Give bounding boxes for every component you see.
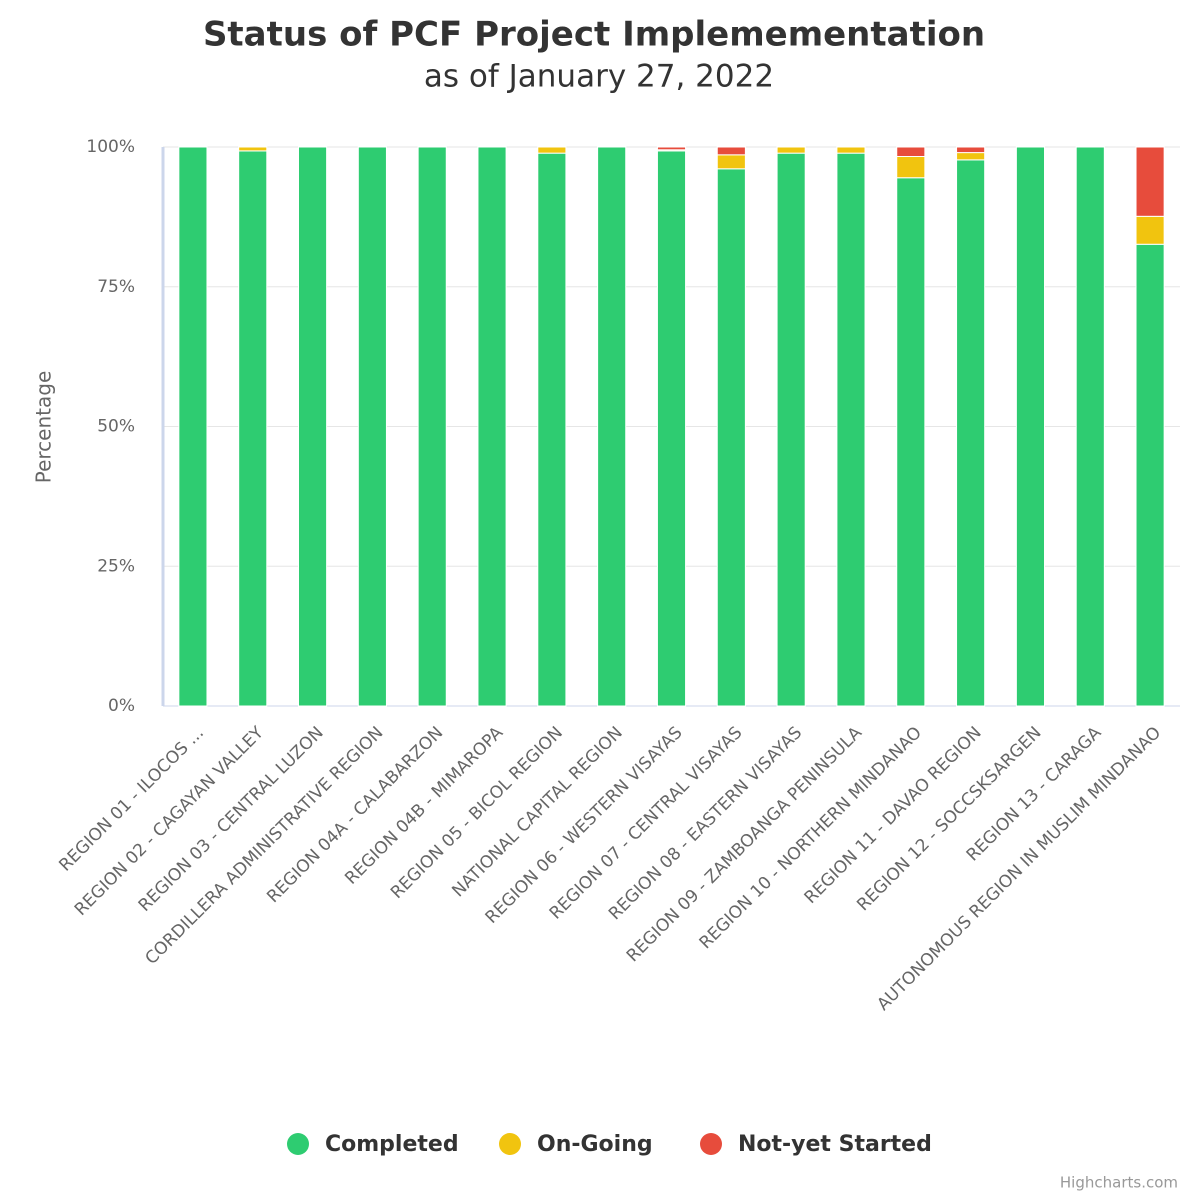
bar-segment bbox=[776, 146, 806, 154]
bar-segment bbox=[1075, 146, 1105, 707]
bar-segment bbox=[1135, 146, 1165, 217]
bar-segment bbox=[238, 150, 268, 707]
bar-segment bbox=[1135, 243, 1165, 707]
bar-segment bbox=[417, 146, 447, 707]
x-tick-label: REGION 10 - NORTHERN MINDANAO bbox=[696, 723, 926, 953]
y-tick-label: 25% bbox=[97, 556, 135, 576]
y-tick-label: 50% bbox=[97, 417, 135, 437]
y-axis-title: Percentage bbox=[32, 371, 56, 484]
y-tick-label: 0% bbox=[108, 696, 135, 716]
bar-segment bbox=[238, 146, 268, 152]
bar-segment bbox=[896, 177, 926, 707]
bar-segment bbox=[716, 154, 746, 170]
bar-segment bbox=[716, 168, 746, 707]
legend-marker bbox=[499, 1133, 521, 1155]
bar-segment bbox=[836, 146, 866, 154]
bar-segment bbox=[656, 150, 687, 707]
legend-label: Completed bbox=[325, 1132, 459, 1157]
legend-label: Not-yet Started bbox=[738, 1132, 932, 1157]
chart-title: Status of PCF Project Implemementation bbox=[203, 15, 985, 55]
x-tick-label: AUTONOMOUS REGION IN MUSLIM MINDANAO bbox=[873, 723, 1165, 1015]
bar-segment bbox=[477, 146, 507, 707]
bar-segment bbox=[537, 152, 567, 707]
bar-segment bbox=[956, 146, 986, 154]
bar-segment bbox=[298, 146, 328, 707]
bar-segment bbox=[597, 146, 627, 707]
bar-segment bbox=[896, 156, 926, 179]
bar-segment bbox=[1135, 215, 1165, 245]
legend-marker bbox=[700, 1133, 722, 1155]
y-tick-label: 100% bbox=[86, 137, 135, 157]
bar-segment bbox=[776, 152, 806, 707]
bar-segment bbox=[716, 146, 746, 156]
bar-segment bbox=[537, 146, 567, 154]
legend-marker bbox=[287, 1133, 309, 1155]
bar-segment bbox=[836, 152, 866, 707]
bar-segment bbox=[956, 152, 986, 161]
chart-subtitle: as of January 27, 2022 bbox=[424, 59, 774, 95]
bar-segment bbox=[178, 146, 208, 707]
bar-segment bbox=[1015, 146, 1045, 707]
bar-segment bbox=[896, 146, 926, 158]
legend-label: On-Going bbox=[537, 1132, 653, 1157]
bar-segment bbox=[656, 146, 687, 151]
y-tick-label: 75% bbox=[97, 277, 135, 297]
bar-segment bbox=[357, 146, 387, 707]
bar-segment bbox=[956, 159, 986, 707]
credits: Highcharts.com bbox=[1060, 1174, 1178, 1192]
